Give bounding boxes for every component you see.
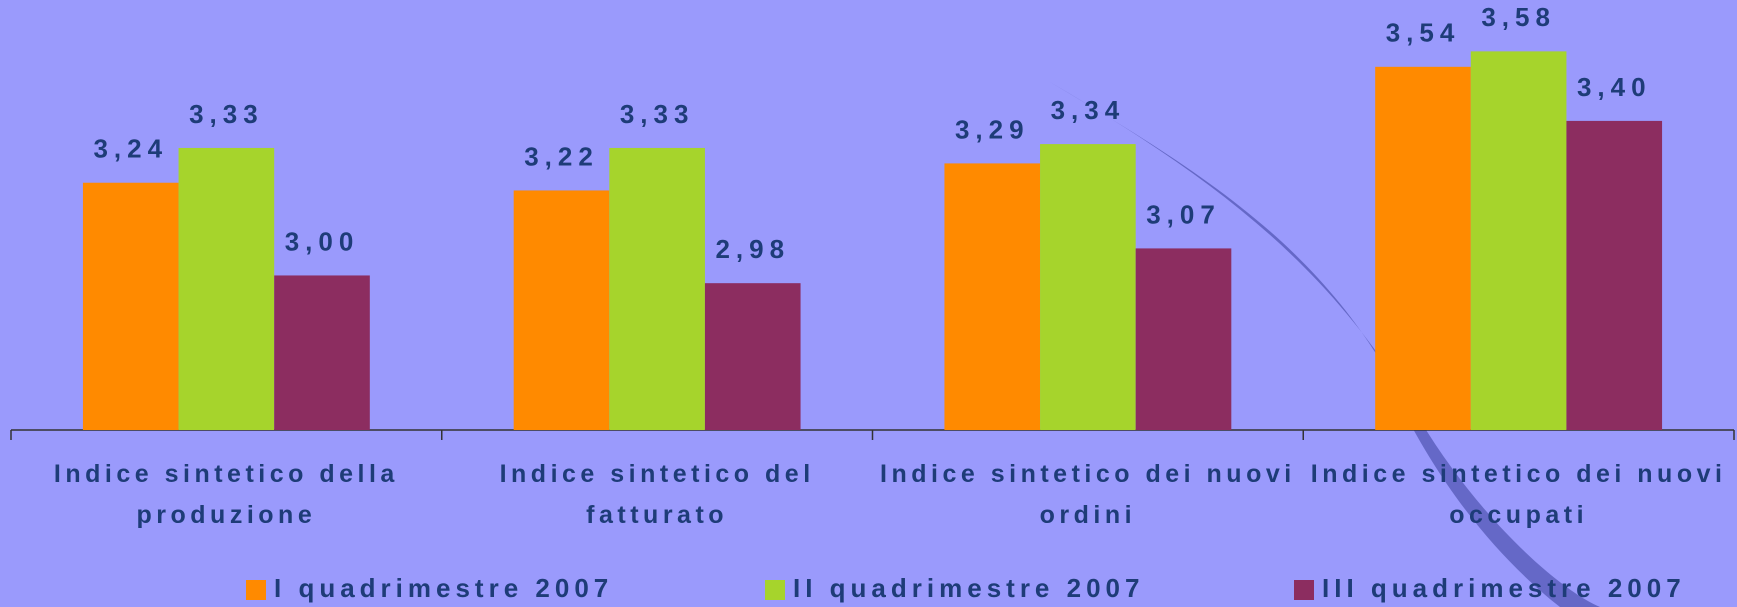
legend-swatch: [765, 580, 785, 600]
bar: [1040, 144, 1136, 430]
legend-label: II quadrimestre 2007: [793, 573, 1144, 603]
bar: [179, 148, 275, 430]
bar: [1566, 121, 1662, 430]
value-label: 3,34: [1051, 95, 1126, 125]
bar: [944, 163, 1040, 430]
x-tick-label: Indice sintetico dei nuovi occupati: [1303, 454, 1734, 536]
x-tick-label: Indice sintetico dei nuovi ordini: [873, 454, 1304, 536]
bar: [609, 148, 705, 430]
bar: [1136, 248, 1232, 430]
x-tick-label: Indice sintetico della produzione: [11, 454, 442, 536]
bar: [1471, 51, 1567, 430]
value-label: 3,40: [1577, 72, 1652, 102]
value-label: 2,98: [715, 234, 790, 264]
value-label: 3,33: [189, 99, 264, 129]
x-tick-label: Indice sintetico del fatturato: [442, 454, 873, 536]
bar: [1375, 67, 1471, 430]
bar: [514, 190, 610, 430]
bar: [83, 183, 179, 430]
value-label: 3,33: [620, 99, 695, 129]
value-label: 3,29: [955, 114, 1030, 144]
legend-label: III quadrimestre 2007: [1322, 573, 1686, 603]
value-label: 3,22: [524, 141, 599, 171]
legend-label: I quadrimestre 2007: [274, 573, 613, 603]
page: {"chart_data": {"type": "bar", "categori…: [0, 0, 1737, 607]
legend-swatch: [246, 580, 266, 600]
legend-swatch: [1294, 580, 1314, 600]
bar: [274, 275, 370, 430]
value-label: 3,54: [1386, 18, 1461, 48]
bar: [705, 283, 801, 430]
value-label: 3,00: [285, 226, 360, 256]
value-label: 3,07: [1146, 199, 1221, 229]
value-label: 3,24: [93, 134, 168, 164]
value-label: 3,58: [1481, 2, 1556, 32]
